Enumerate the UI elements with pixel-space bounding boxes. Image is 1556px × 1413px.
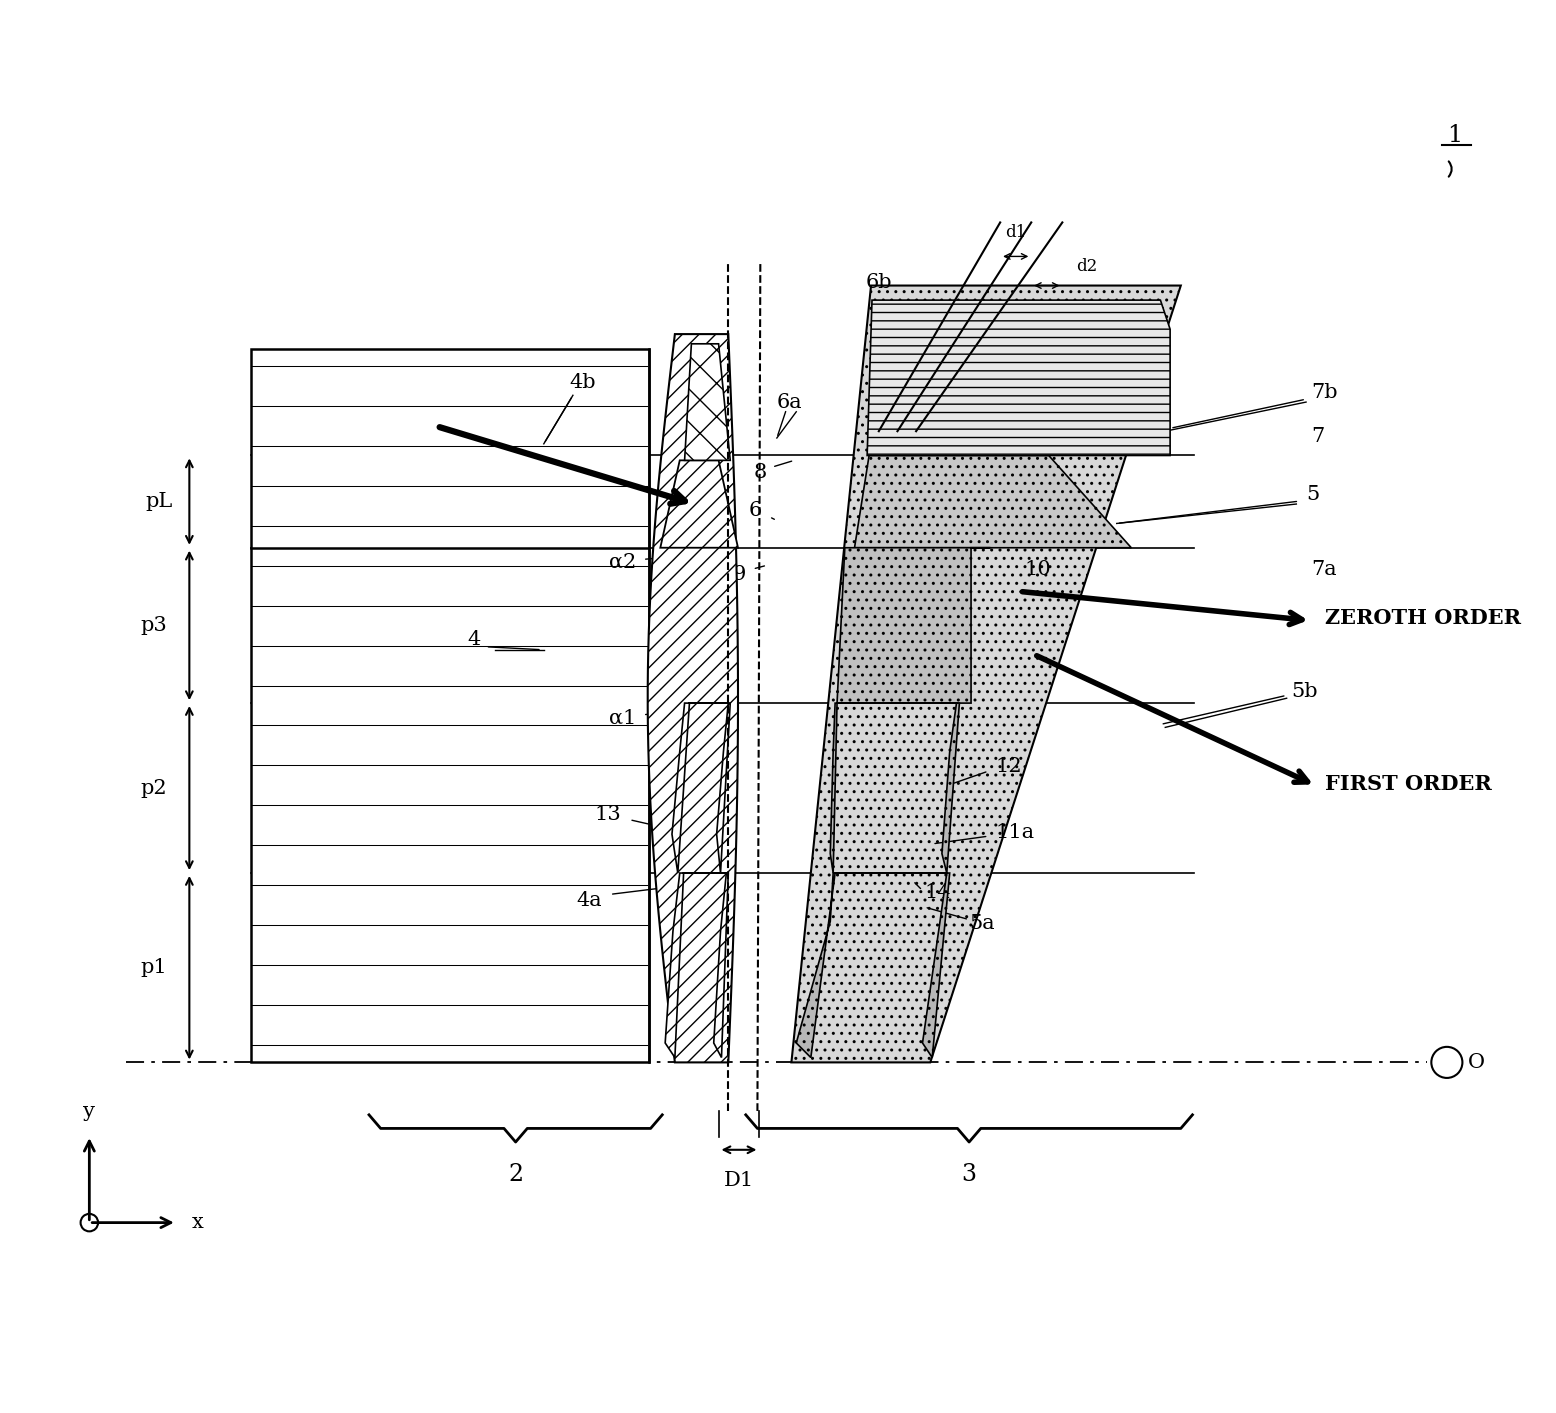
Polygon shape	[685, 343, 730, 461]
Text: 9: 9	[733, 565, 745, 585]
Text: 4a: 4a	[576, 890, 602, 910]
Polygon shape	[831, 704, 960, 873]
Text: d1: d1	[1005, 223, 1027, 240]
Polygon shape	[672, 704, 730, 873]
Polygon shape	[792, 285, 1181, 1063]
Text: 1: 1	[1447, 123, 1463, 147]
Polygon shape	[854, 455, 1131, 548]
Polygon shape	[797, 873, 949, 1057]
Text: 11a: 11a	[996, 822, 1035, 842]
Text: 7: 7	[1310, 427, 1324, 445]
Text: y: y	[84, 1102, 95, 1121]
Text: 14: 14	[924, 883, 951, 901]
Text: 12: 12	[996, 757, 1022, 776]
Text: p2: p2	[140, 779, 166, 797]
Text: 6: 6	[748, 502, 762, 520]
Text: D1: D1	[724, 1171, 755, 1190]
Text: α1: α1	[608, 708, 636, 728]
Polygon shape	[837, 548, 991, 704]
Text: α2: α2	[608, 552, 636, 572]
Polygon shape	[664, 873, 728, 1057]
Bar	[251, 349, 649, 1063]
Text: 5: 5	[1305, 485, 1319, 504]
Text: pL: pL	[146, 492, 173, 512]
Text: 7b: 7b	[1310, 383, 1338, 401]
Text: d2: d2	[1075, 257, 1097, 274]
Text: FIRST ORDER: FIRST ORDER	[1326, 774, 1492, 794]
Text: 2: 2	[509, 1163, 523, 1187]
Text: 5a: 5a	[969, 914, 994, 933]
Text: 6b: 6b	[865, 273, 892, 292]
Text: 4b: 4b	[569, 373, 596, 393]
Text: 8: 8	[755, 463, 767, 482]
Text: p3: p3	[140, 616, 166, 634]
Text: O: O	[1469, 1053, 1486, 1072]
Text: 10: 10	[1024, 560, 1052, 578]
Text: 3: 3	[962, 1163, 977, 1187]
Text: ZEROTH ORDER: ZEROTH ORDER	[1326, 608, 1522, 627]
Polygon shape	[647, 333, 738, 1063]
Text: 5b: 5b	[1291, 682, 1318, 701]
Text: 11: 11	[654, 646, 680, 664]
Polygon shape	[867, 300, 1170, 455]
Text: p1: p1	[140, 958, 166, 978]
Text: 7a: 7a	[1310, 560, 1337, 578]
Text: 13: 13	[594, 805, 621, 824]
Text: x: x	[191, 1214, 202, 1232]
Polygon shape	[660, 461, 738, 548]
Text: 4: 4	[467, 630, 481, 650]
Text: 6a: 6a	[776, 393, 803, 411]
